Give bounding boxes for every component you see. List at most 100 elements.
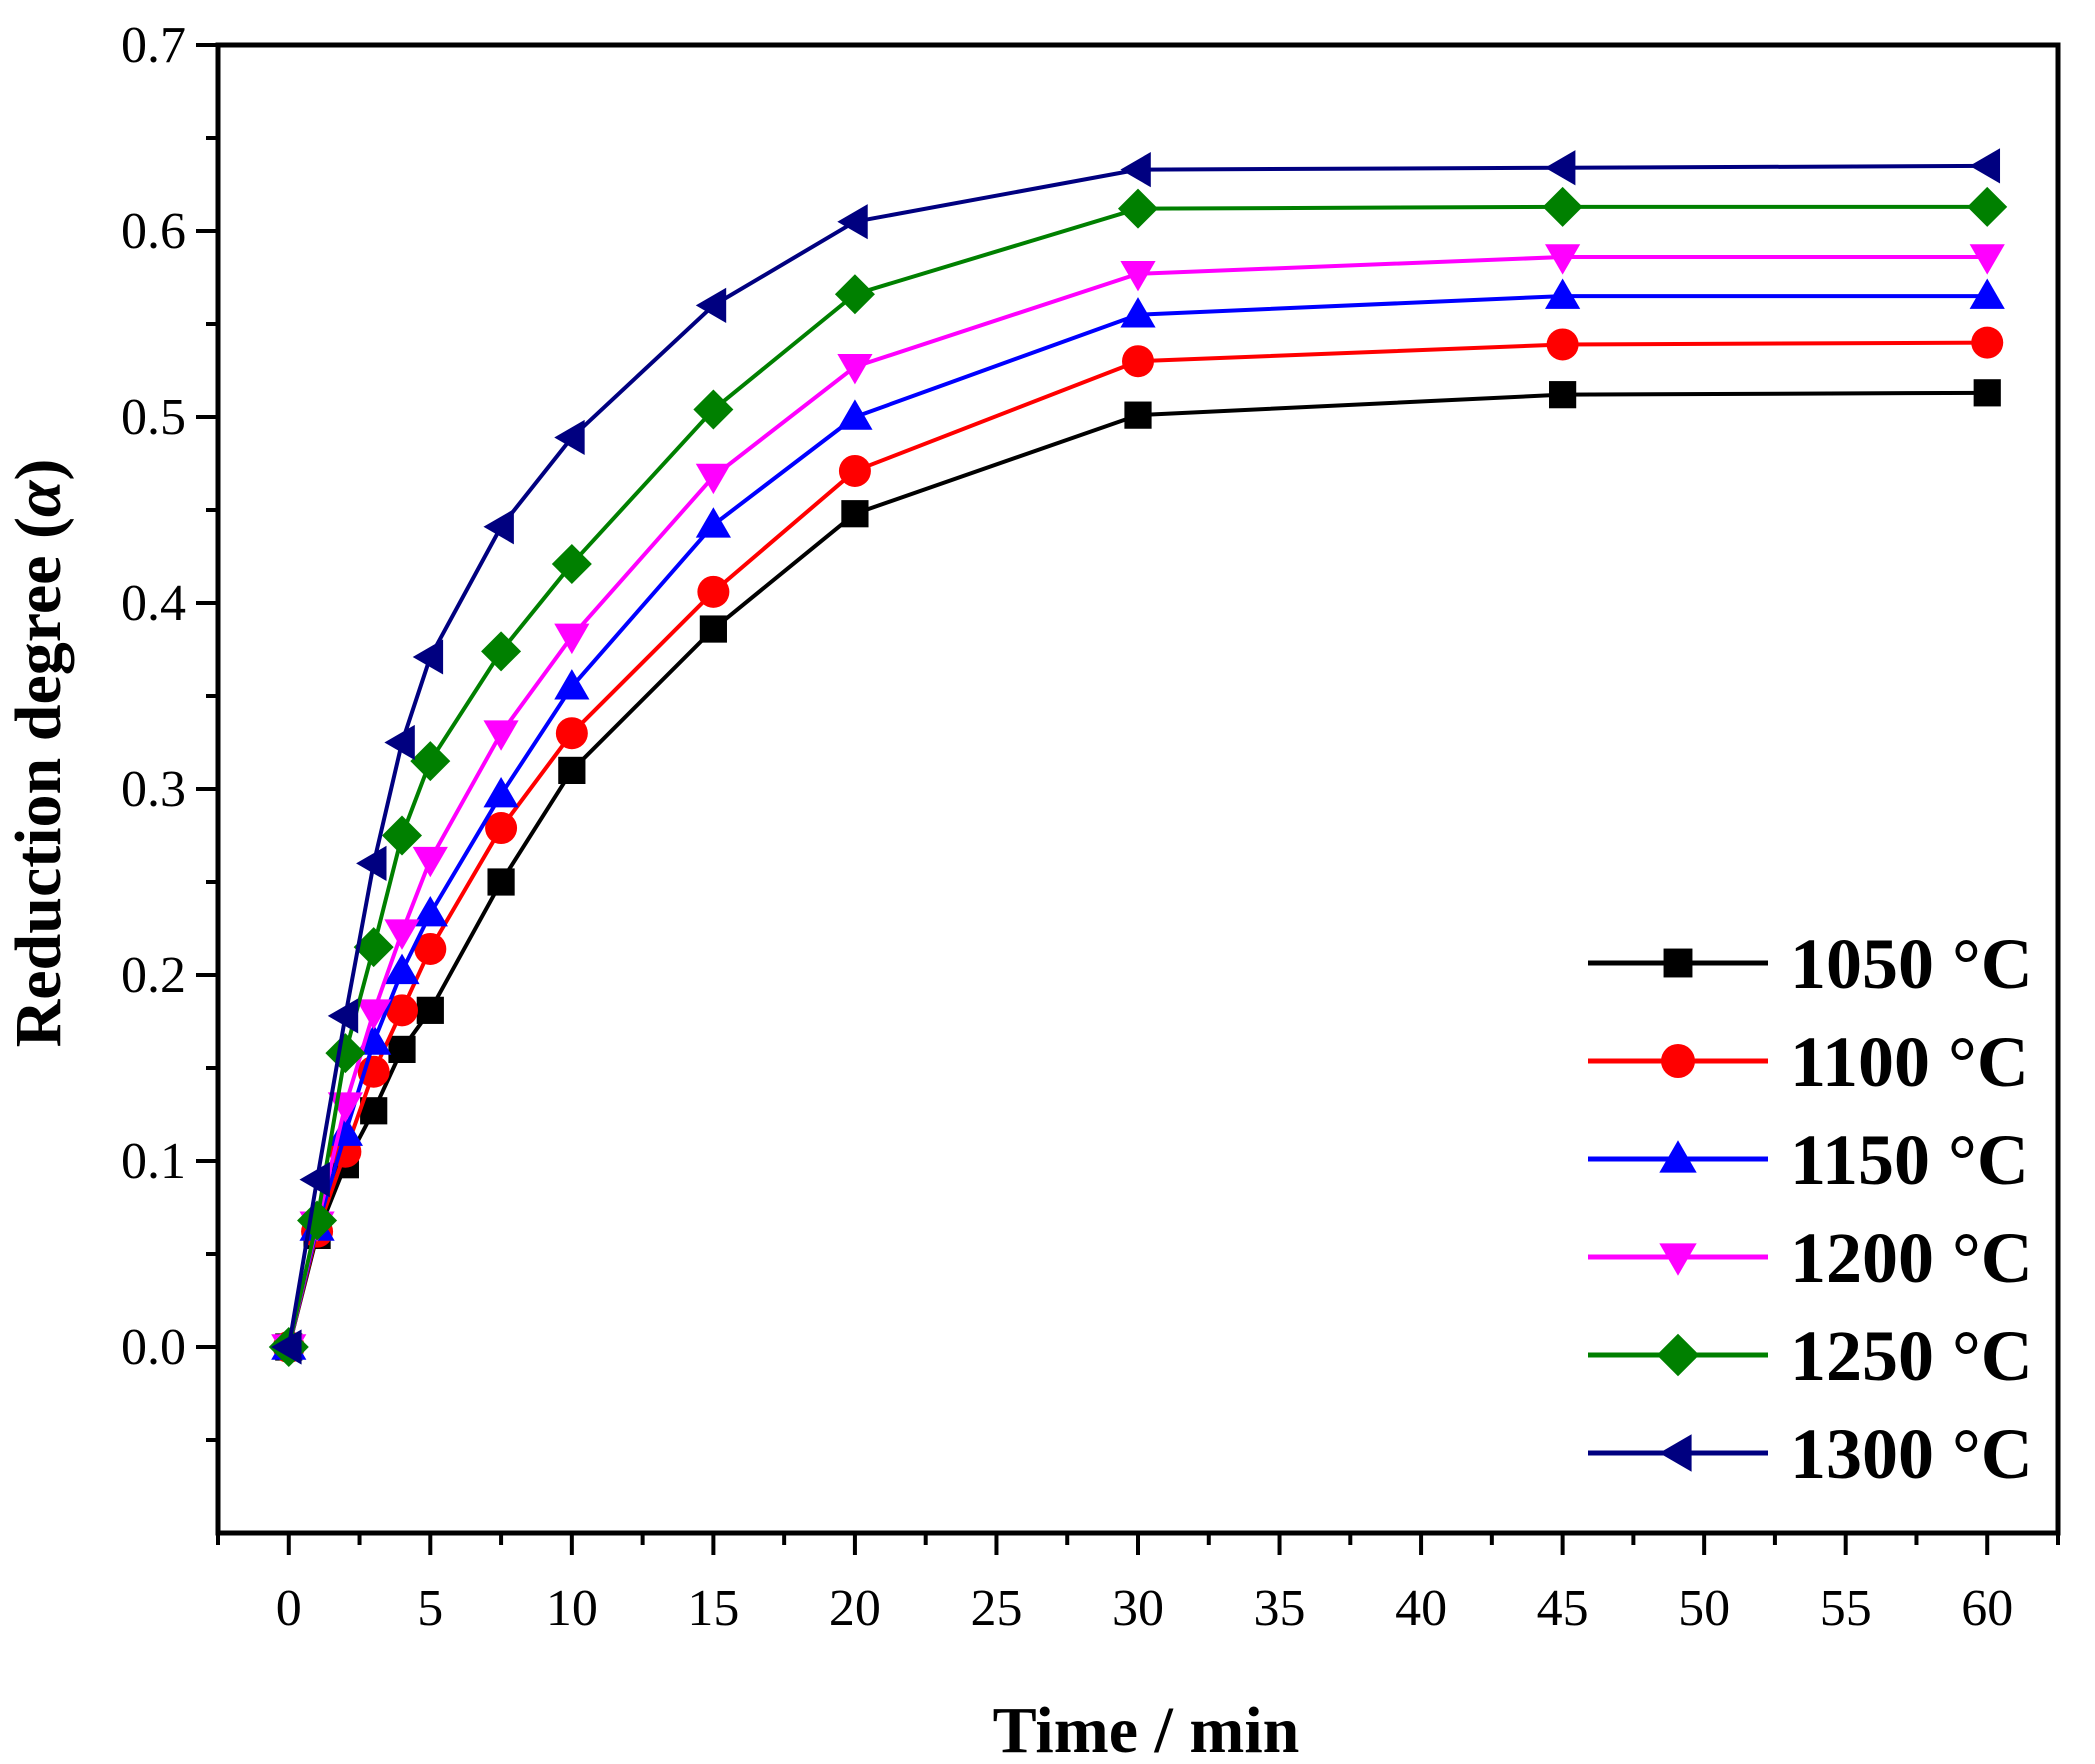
- legend-item: 1150 °C: [1588, 1120, 2029, 1200]
- data-point: [414, 932, 447, 965]
- y-axis-title-symbol: α: [2, 479, 75, 517]
- data-point: [1659, 1140, 1697, 1173]
- x-tick-label: 55: [1820, 1580, 1872, 1637]
- x-tick-label: 50: [1678, 1580, 1730, 1637]
- x-tick-label: 60: [1961, 1580, 2013, 1637]
- data-point: [1120, 152, 1151, 188]
- data-point: [1659, 1434, 1692, 1472]
- data-point: [1546, 328, 1579, 361]
- legend-item: 1250 °C: [1588, 1316, 2033, 1396]
- data-point: [695, 463, 731, 495]
- data-point: [1661, 1044, 1695, 1078]
- data-point: [412, 896, 448, 927]
- data-point: [1118, 188, 1158, 229]
- data-series: [268, 148, 2008, 1367]
- data-point: [356, 845, 387, 881]
- x-tick-label: 5: [417, 1580, 443, 1637]
- y-axis-title-close: ): [2, 459, 75, 481]
- data-point: [382, 815, 422, 856]
- data-point: [1545, 244, 1581, 275]
- data-point: [487, 868, 515, 896]
- data-point: [410, 741, 451, 782]
- legend-label: 1150 °C: [1790, 1120, 2029, 1200]
- data-point: [481, 631, 522, 672]
- x-tick-label: 0: [276, 1580, 302, 1637]
- legend: 1050 °C 1100 °C 1150 °C 1200 °C 1250 °C 1300 …: [1588, 924, 2033, 1494]
- data-point: [412, 846, 448, 878]
- axis-ticks: 0 5 10 15 20 25 30 35 40 45 50 55 60 0.0 0.1 0.2 0.3 0.4 0…: [121, 17, 2060, 1637]
- legend-item: 1300 °C: [1588, 1414, 2033, 1494]
- data-point: [1122, 345, 1154, 378]
- y-tick-label: 0.5: [121, 389, 186, 446]
- data-point: [1659, 1243, 1697, 1276]
- legend-label: 1250 °C: [1790, 1316, 2033, 1396]
- data-point: [327, 998, 359, 1034]
- legend-label: 1200 °C: [1790, 1218, 2033, 1298]
- data-point: [1542, 186, 1583, 227]
- data-point: [483, 509, 514, 545]
- data-point: [555, 717, 588, 750]
- data-point: [483, 776, 519, 808]
- data-point: [386, 994, 418, 1027]
- data-point: [1120, 297, 1156, 328]
- legend-label: 1050 °C: [1790, 924, 2033, 1004]
- legend-item: 1200 °C: [1588, 1218, 2033, 1298]
- data-point: [384, 919, 420, 950]
- data-point: [353, 927, 394, 968]
- y-tick-label: 0.4: [121, 575, 186, 632]
- legend-item: 1100 °C: [1588, 1022, 2029, 1102]
- x-tick-label: 30: [1112, 1580, 1164, 1637]
- data-point: [299, 1162, 330, 1198]
- data-point: [695, 507, 731, 538]
- data-point: [1969, 278, 2005, 309]
- data-point: [1967, 186, 2008, 227]
- data-point: [412, 639, 444, 675]
- data-point: [554, 623, 590, 655]
- x-tick-label: 35: [1254, 1580, 1306, 1637]
- y-tick-label: 0.7: [121, 17, 186, 74]
- series-1250-c: [268, 186, 2008, 1367]
- legend-label: 1100 °C: [1790, 1022, 2029, 1102]
- x-axis-title: Time / min: [993, 1694, 1300, 1764]
- data-point: [1120, 260, 1156, 292]
- data-point: [837, 399, 873, 430]
- data-point: [384, 724, 415, 761]
- legend-label: 1300 °C: [1790, 1414, 2033, 1494]
- series-1300-c: [271, 148, 2001, 1365]
- x-tick-label: 25: [970, 1580, 1022, 1637]
- data-point: [1973, 379, 2001, 407]
- data-point: [1971, 326, 2004, 359]
- data-point: [1969, 244, 2005, 275]
- y-axis-title: Reduction degree (α): [2, 459, 75, 1048]
- data-point: [838, 454, 871, 487]
- data-point: [483, 720, 519, 751]
- data-point: [1545, 278, 1581, 309]
- data-point: [841, 500, 869, 528]
- y-tick-label: 0.0: [121, 1319, 186, 1376]
- data-point: [1549, 381, 1577, 409]
- data-point: [1656, 1333, 1700, 1377]
- y-tick-label: 0.2: [121, 947, 186, 1004]
- x-tick-label: 15: [687, 1580, 739, 1637]
- y-tick-label: 0.3: [121, 761, 186, 818]
- data-point: [271, 1329, 302, 1365]
- data-point: [695, 287, 727, 323]
- x-tick-label: 45: [1537, 1580, 1589, 1637]
- data-point: [697, 575, 730, 608]
- x-tick-label: 10: [546, 1580, 598, 1637]
- data-point: [1545, 150, 1576, 186]
- data-point: [1124, 401, 1152, 429]
- data-point: [837, 204, 868, 240]
- y-tick-label: 0.1: [121, 1133, 186, 1190]
- data-point: [554, 419, 585, 456]
- data-point: [356, 999, 392, 1030]
- y-tick-label: 0.6: [121, 203, 186, 260]
- data-point: [834, 274, 875, 315]
- data-point: [699, 615, 727, 643]
- legend-item: 1050 °C: [1588, 924, 2033, 1004]
- data-point: [693, 389, 734, 430]
- data-point: [485, 812, 518, 845]
- plot-frame: [215, 42, 2061, 1536]
